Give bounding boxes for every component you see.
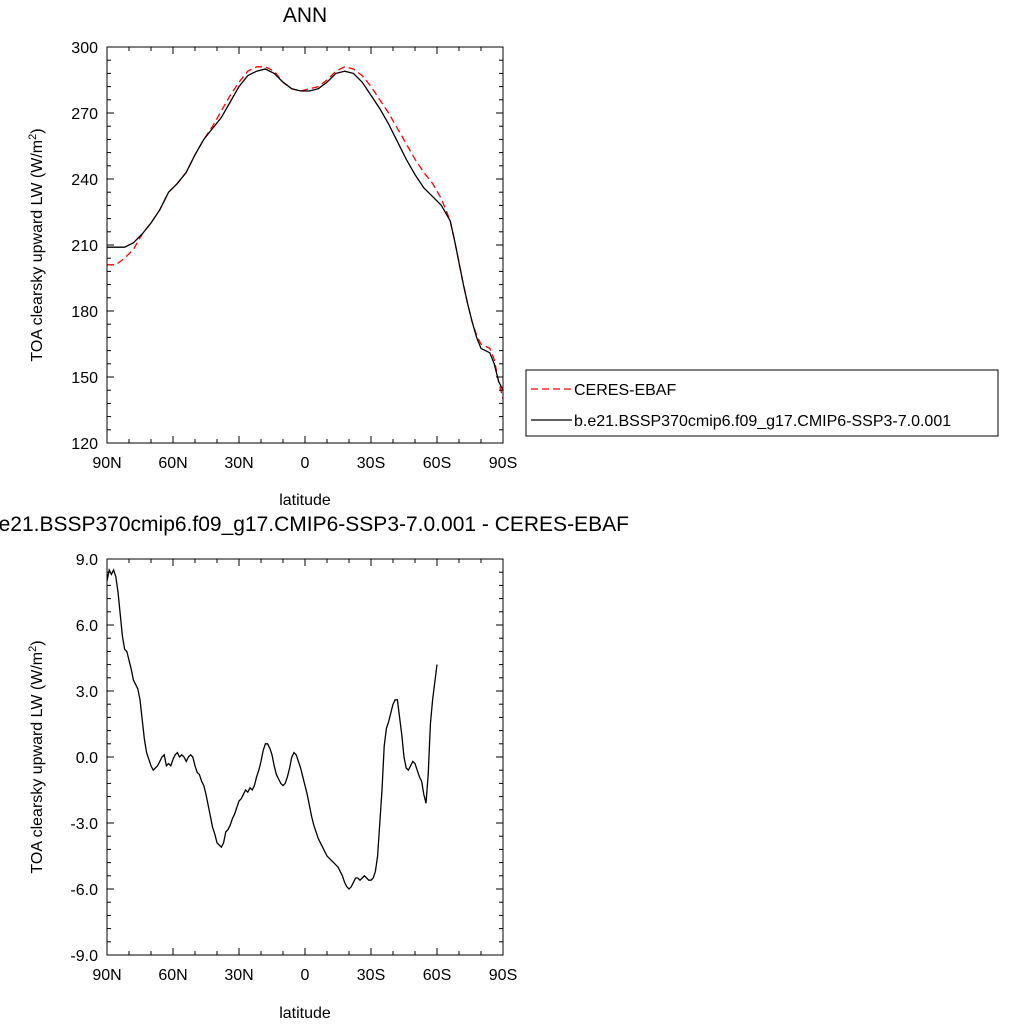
bottom-y-tick-label-3: 0.0 [76, 750, 98, 767]
bottom-x-axis-label: latitude [279, 1005, 331, 1022]
top-x-tick-label-2: 30N [224, 455, 253, 472]
bottom-y-axis-label-main: TOA clearsky upward LW (W/m [29, 652, 46, 874]
top-plot-frame [106, 46, 504, 444]
top-x-tick-label-5: 60S [423, 455, 451, 472]
bottom-y-tick-label-5: 6.0 [76, 618, 98, 635]
bottom-chart-title: b.e21.BSSP370cmip6.f09_g17.CMIP6-SSP3-7.… [0, 513, 629, 536]
bottom-x-tick-label-6: 90S [489, 967, 517, 984]
top-y-axis-label-end: ) [29, 128, 46, 133]
top-y-tick-label-6: 300 [71, 40, 98, 57]
top-y-tick-label-1: 150 [71, 370, 98, 387]
top-x-tick-label-4: 30S [357, 455, 385, 472]
top-panel: ANN 90N 60N 30N 0 30S 60S 90S 120 150 180 210 240 27… [27, 4, 999, 509]
bottom-y-axis-label: TOA clearsky upward LW (W/m2) [27, 640, 46, 873]
bottom-y-tick-label-4: 3.0 [76, 684, 98, 701]
top-series-line-1 [107, 68, 504, 391]
legend: CERES-EBAF b.e21.BSSP370cmip6.f09_g17.CM… [525, 369, 999, 437]
top-y-axis-label: TOA clearsky upward LW (W/m2) [27, 128, 46, 361]
top-x-tick-label-1: 60N [158, 455, 187, 472]
bottom-x-tick-label-2: 30N [224, 967, 253, 984]
bottom-y-axis-label-sup: 2 [27, 646, 39, 652]
bottom-plot-frame [106, 558, 504, 956]
top-y-tick-label-3: 210 [71, 238, 98, 255]
legend-label-model: b.e21.BSSP370cmip6.f09_g17.CMIP6-SSP3-7.… [574, 413, 951, 430]
top-y-tick-label-4: 240 [71, 172, 98, 189]
bottom-x-tick-label-3: 0 [301, 967, 310, 984]
legend-box [525, 369, 999, 437]
top-y-tick-label-0: 120 [71, 436, 98, 453]
top-chart-title: ANN [283, 4, 327, 27]
top-y-tick-label-5: 270 [71, 106, 98, 123]
bottom-y-tick-label-1: -6.0 [70, 882, 98, 899]
bottom-panel: b.e21.BSSP370cmip6.f09_g17.CMIP6-SSP3-7.… [0, 513, 629, 1022]
top-y-axis-label-main: TOA clearsky upward LW (W/m [29, 140, 46, 362]
top-y-tick-label-2: 180 [71, 304, 98, 321]
legend-label-ceres: CERES-EBAF [574, 382, 676, 399]
bottom-x-tick-label-4: 30S [357, 967, 385, 984]
bottom-y-tick-label-6: 9.0 [76, 552, 98, 569]
top-x-tick-label-6: 90S [489, 455, 517, 472]
bottom-x-tick-label-1: 60N [158, 967, 187, 984]
bottom-x-tick-label-0: 90N [92, 967, 121, 984]
bottom-x-tick-label-5: 60S [423, 967, 451, 984]
top-x-axis-label: latitude [279, 492, 331, 509]
top-x-tick-label-3: 0 [301, 455, 310, 472]
top-x-tick-label-0: 90N [92, 455, 121, 472]
bottom-y-tick-label-2: -3.0 [70, 816, 98, 833]
top-plot-area: 90N 60N 30N 0 30S 60S 90S 120 150 180 210 240 270 300 [71, 40, 517, 472]
bottom-y-tick-label-0: -9.0 [70, 948, 98, 965]
bottom-series-line-0 [106, 568, 438, 890]
top-y-axis-label-sup: 2 [27, 134, 39, 140]
top-series-line-0 [107, 66, 504, 400]
bottom-plot-area: 90N 60N 30N 0 30S 60S 90S -9.0 -6.0 -3.0 0.0 3.0 6.0… [70, 552, 517, 984]
bottom-y-axis-label-end: ) [29, 640, 46, 645]
